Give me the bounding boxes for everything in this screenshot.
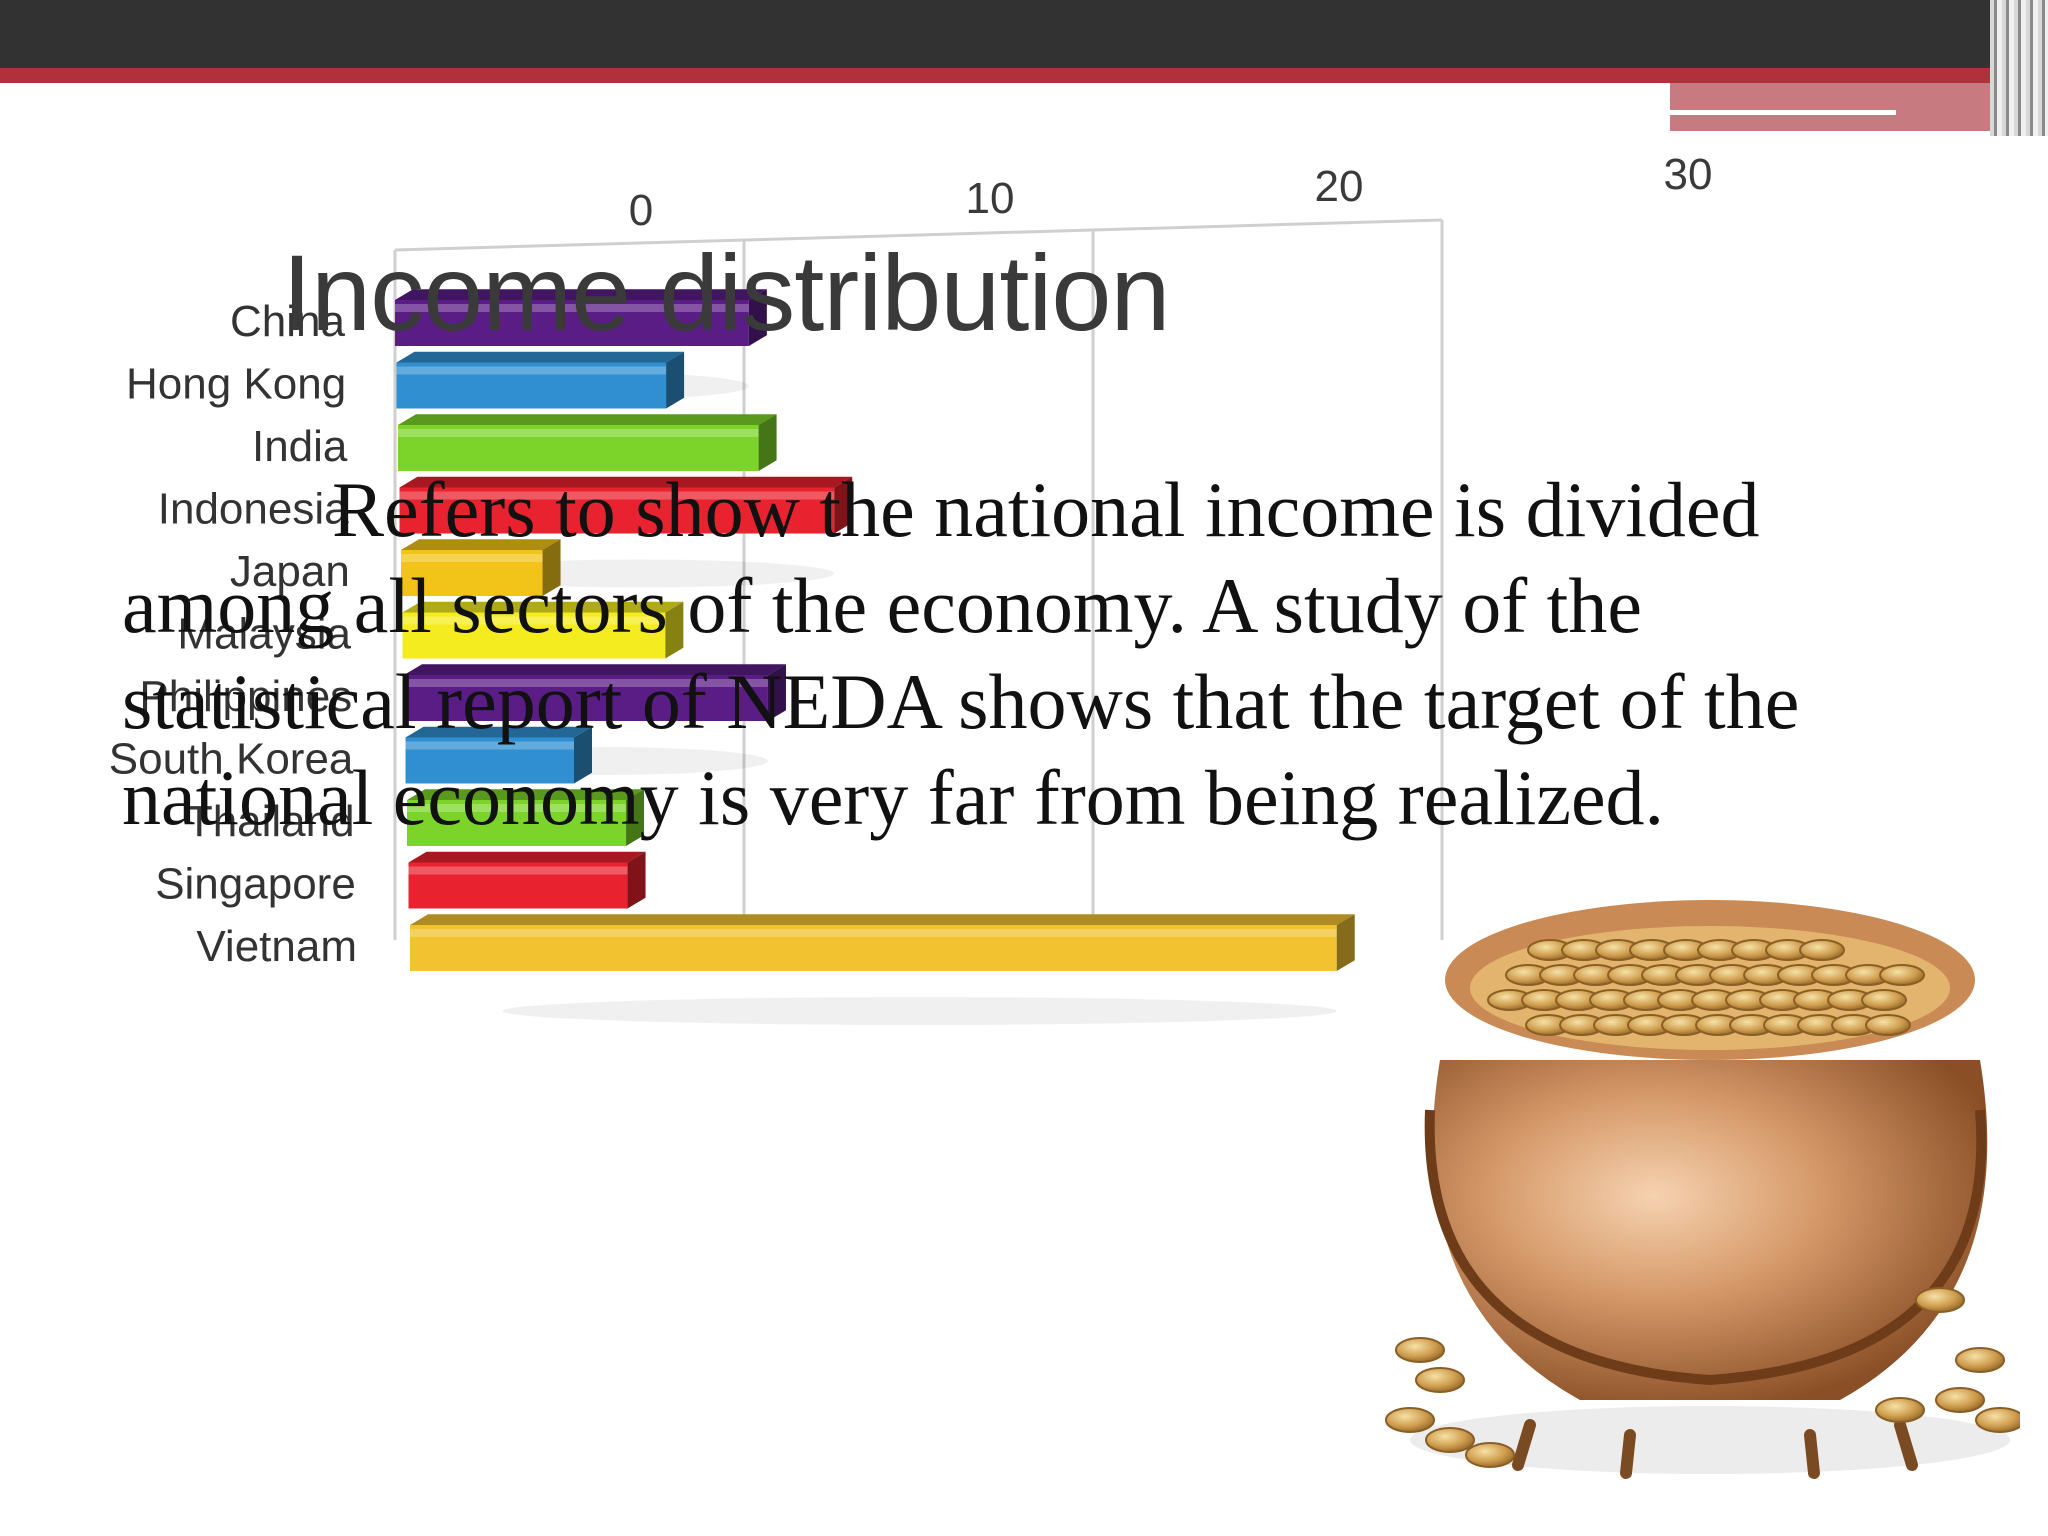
bar-top-vietnam	[410, 914, 1355, 925]
bar-end-indonesia	[834, 476, 853, 534]
coin	[1395, 1337, 1445, 1363]
category-label-philippines: Philippines	[139, 672, 352, 721]
bar-highlight	[408, 866, 628, 875]
bar-thailand	[407, 800, 627, 846]
body-line-4: national economy is very far from being …	[122, 754, 1665, 841]
bar-top-malaysia	[402, 601, 684, 613]
category-label-indonesia: Indonesia	[158, 485, 349, 534]
slide-accent-line	[1670, 110, 1896, 115]
bar-vietnam	[410, 925, 1337, 971]
bar-top-south-korea	[405, 726, 592, 738]
coin	[1799, 939, 1845, 961]
bar-end-philippines	[767, 664, 786, 721]
body-line-3: statistical report of NEDA shows that th…	[122, 658, 1800, 745]
x-tick-label: 0	[629, 186, 653, 235]
coin	[1955, 1347, 2005, 1373]
bar-highlight	[405, 741, 574, 750]
slide-accent-block	[1670, 83, 2030, 131]
bar-top-philippines	[404, 664, 786, 675]
bar-end-japan	[542, 539, 561, 596]
bar-highlight	[398, 429, 759, 437]
slide-title: Income distribution	[282, 232, 1170, 353]
bar-end-malaysia	[665, 601, 684, 659]
coin	[1425, 1427, 1475, 1453]
bar-highlight	[407, 804, 627, 812]
category-label-singapore: Singapore	[155, 860, 356, 909]
bar-end-china	[748, 289, 767, 346]
bar-singapore	[408, 862, 628, 909]
body-line-2: among all sectors of the economy. A stud…	[122, 562, 1642, 649]
bar-end-india	[758, 414, 777, 471]
bar-highlight	[402, 616, 666, 625]
bar-highlight	[399, 491, 835, 500]
coin	[1385, 1407, 1435, 1433]
bar-hong-kong	[396, 362, 667, 409]
chart-category-labels: China Hong Kong India Indonesia Japan Malaysi…	[109, 297, 357, 971]
bar-top-china	[395, 289, 767, 300]
pot-of-gold-image	[1385, 900, 2020, 1479]
x-tick-label: 20	[1315, 162, 1364, 211]
category-label-vietnam: Vietnam	[196, 922, 357, 971]
bar-top-indonesia	[399, 476, 853, 488]
coin	[1915, 1287, 1965, 1313]
chart-bars	[395, 289, 1355, 971]
coin-pile	[1487, 939, 1925, 1036]
x-tick-label: 30	[1664, 150, 1713, 199]
category-label-japan: Japan	[230, 547, 350, 596]
body-line-1: Refers to show the national income is di…	[332, 466, 1760, 553]
coin	[1865, 1014, 1911, 1036]
bar-south-korea	[405, 737, 574, 784]
category-label-south-korea: South Korea	[109, 735, 354, 784]
category-label-malaysia: Malaysia	[177, 610, 351, 659]
bar-end-singapore	[627, 851, 646, 909]
bar-malaysia	[402, 612, 666, 659]
coin	[1465, 1442, 1515, 1468]
coin	[1415, 1367, 1465, 1393]
bar-indonesia	[399, 487, 835, 534]
bar-japan	[401, 550, 543, 596]
chart-x-ticks: 0 10 20 30	[629, 150, 1713, 235]
chart-grid	[393, 218, 1444, 940]
bar-end-hong-kong	[666, 351, 685, 409]
bar-highlight	[395, 304, 749, 312]
bar-highlight	[404, 679, 768, 687]
bar-china	[395, 300, 749, 346]
slide-header-bar	[0, 0, 2048, 68]
bar-end-vietnam	[1336, 914, 1355, 971]
bar-shadow	[502, 997, 1337, 1025]
bar-top-singapore	[408, 851, 646, 863]
bar-top-hong-kong	[396, 351, 685, 363]
category-label-hong-kong: Hong Kong	[126, 360, 346, 409]
coin	[1879, 964, 1925, 986]
category-label-india: India	[252, 422, 348, 471]
category-label-china: China	[230, 297, 345, 346]
category-label-thailand: Thailand	[186, 797, 355, 846]
bar-highlight	[396, 366, 667, 375]
scattered-coins	[1385, 1287, 2020, 1468]
slide-edge-stripes	[1990, 0, 2048, 136]
bar-top-india	[398, 414, 777, 425]
bar-end-south-korea	[574, 726, 592, 784]
bar-india	[398, 425, 759, 471]
bar-end-thailand	[626, 789, 645, 846]
bar-highlight	[410, 929, 1337, 937]
x-tick-label: 10	[966, 174, 1015, 223]
slide-body-text: Refers to show the national income is di…	[122, 462, 1922, 846]
coin	[1935, 1387, 1985, 1413]
bar-top-thailand	[407, 789, 645, 800]
grid-top-line	[394, 218, 1443, 252]
bar-philippines	[404, 675, 768, 721]
coin	[1975, 1407, 2020, 1433]
bar-highlight	[401, 554, 543, 562]
coin	[1861, 989, 1907, 1011]
coin	[1875, 1397, 1925, 1423]
slide-accent-bar	[0, 68, 2048, 83]
bar-top-japan	[401, 539, 561, 550]
